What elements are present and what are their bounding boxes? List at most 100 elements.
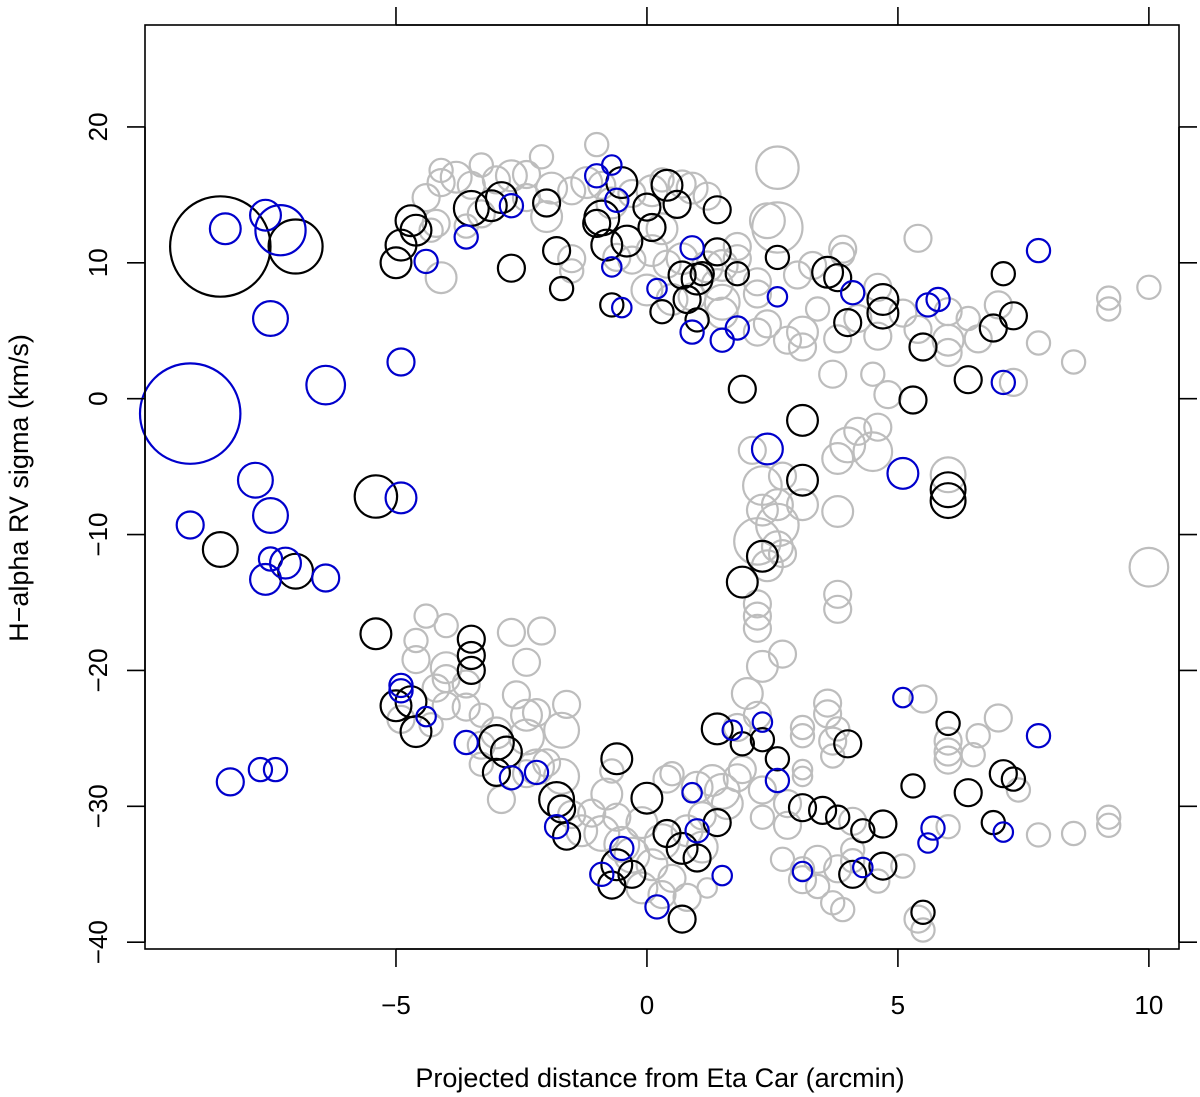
y-tick-label: 20 xyxy=(83,112,113,141)
point-blue-57 xyxy=(1025,237,1052,264)
point-gray-113 xyxy=(421,673,451,703)
point-black-62 xyxy=(785,403,819,437)
point-black-14 xyxy=(456,640,486,671)
point-black-56 xyxy=(725,565,759,599)
point-black-2 xyxy=(201,530,239,568)
point-blue-35 xyxy=(644,894,670,920)
point-gray-179 xyxy=(802,844,833,874)
point-blue-43 xyxy=(751,711,774,733)
point-black-77 xyxy=(908,332,938,362)
point-blue-16 xyxy=(386,347,416,377)
point-blue-13 xyxy=(215,767,245,797)
point-gray-114 xyxy=(451,669,481,699)
point-gray-101 xyxy=(823,594,853,624)
point-gray-107 xyxy=(1128,546,1170,588)
point-gray-174 xyxy=(787,865,818,895)
point-black-86 xyxy=(998,301,1029,331)
point-blue-34 xyxy=(609,835,635,862)
point-gray-24 xyxy=(424,261,458,295)
point-gray-210 xyxy=(599,758,625,784)
point-blue-30 xyxy=(600,256,623,278)
point-gray-6 xyxy=(494,159,528,193)
point-gray-1 xyxy=(426,168,456,198)
point-gray-182 xyxy=(812,688,843,718)
point-black-93 xyxy=(582,208,612,238)
point-gray-2 xyxy=(439,160,473,194)
point-gray-39 xyxy=(722,231,752,262)
point-gray-175 xyxy=(804,873,831,900)
point-black-57 xyxy=(745,539,779,573)
point-blue-21 xyxy=(388,678,414,704)
point-gray-124 xyxy=(543,711,581,749)
point-gray-28 xyxy=(530,200,564,234)
point-black-34 xyxy=(600,848,634,882)
point-gray-86 xyxy=(745,493,779,527)
point-black-40 xyxy=(650,168,684,202)
point-gray-162 xyxy=(670,814,704,848)
point-blue-18 xyxy=(413,248,439,275)
point-gray-192 xyxy=(865,868,891,894)
point-gray-26 xyxy=(466,199,496,229)
point-black-88 xyxy=(988,759,1018,789)
point-blue-22 xyxy=(415,705,437,728)
point-blue-26 xyxy=(498,765,525,791)
point-gray-102 xyxy=(829,426,867,464)
point-black-68 xyxy=(833,308,863,338)
point-blue-49 xyxy=(840,280,866,306)
point-black-45 xyxy=(672,284,702,315)
point-blue-40 xyxy=(679,319,705,345)
point-gray-94 xyxy=(742,589,773,619)
point-black-10 xyxy=(379,689,413,723)
point-gray-60 xyxy=(828,234,858,264)
point-gray-58 xyxy=(782,260,813,290)
point-gray-40 xyxy=(722,244,752,274)
y-axis-right xyxy=(1178,126,1197,944)
point-black-50 xyxy=(700,712,734,746)
point-gray-168 xyxy=(747,775,778,805)
point-blue-14 xyxy=(247,756,274,783)
point-black-81 xyxy=(929,482,967,520)
y-tick-label: −10 xyxy=(83,513,113,557)
point-gray-84 xyxy=(737,435,767,465)
point-black-64 xyxy=(787,793,818,823)
point-black-39 xyxy=(637,212,667,243)
point-gray-181 xyxy=(789,723,816,749)
point-black-42 xyxy=(667,260,697,290)
point-blue-11 xyxy=(311,563,341,593)
point-blue-2 xyxy=(249,198,283,232)
point-gray-12 xyxy=(584,131,610,158)
point-gray-136 xyxy=(543,757,581,795)
point-gray-47 xyxy=(742,279,773,309)
point-gray-191 xyxy=(840,848,866,874)
point-black-0 xyxy=(169,195,272,298)
point-blue-3 xyxy=(254,203,307,257)
point-gray-104 xyxy=(852,431,894,473)
point-gray-115 xyxy=(451,692,481,722)
point-gray-125 xyxy=(551,689,582,720)
point-gray-111 xyxy=(429,651,463,685)
point-gray-80 xyxy=(1060,349,1087,375)
point-blue-15 xyxy=(262,756,289,783)
x-axis-label: Projected distance from Eta Car (arcmin) xyxy=(415,1063,904,1093)
point-black-29 xyxy=(590,228,624,262)
point-gray-93 xyxy=(750,549,784,583)
point-gray-206 xyxy=(1060,820,1087,847)
point-blue-56 xyxy=(990,369,1017,396)
point-black-26 xyxy=(548,275,575,302)
point-gray-70 xyxy=(903,314,933,344)
point-gray-152 xyxy=(652,764,682,794)
y-tick-label: −20 xyxy=(83,648,113,692)
point-gray-100 xyxy=(823,579,853,609)
point-black-48 xyxy=(667,904,697,934)
x-axis-bottom: −5 0 5 10 xyxy=(381,948,1163,1020)
point-blue-20 xyxy=(388,672,414,699)
point-gray-167 xyxy=(767,639,798,669)
point-black-1 xyxy=(267,218,324,275)
point-black-36 xyxy=(617,859,647,889)
point-gray-155 xyxy=(695,763,729,797)
point-blue-54 xyxy=(920,815,946,841)
y-axis-left: 20 10 0 −10 −20 −30 −40 xyxy=(83,112,146,964)
point-black-17 xyxy=(474,189,508,223)
y-axis-label: H−alpha RV sigma (km/s) xyxy=(4,334,34,642)
